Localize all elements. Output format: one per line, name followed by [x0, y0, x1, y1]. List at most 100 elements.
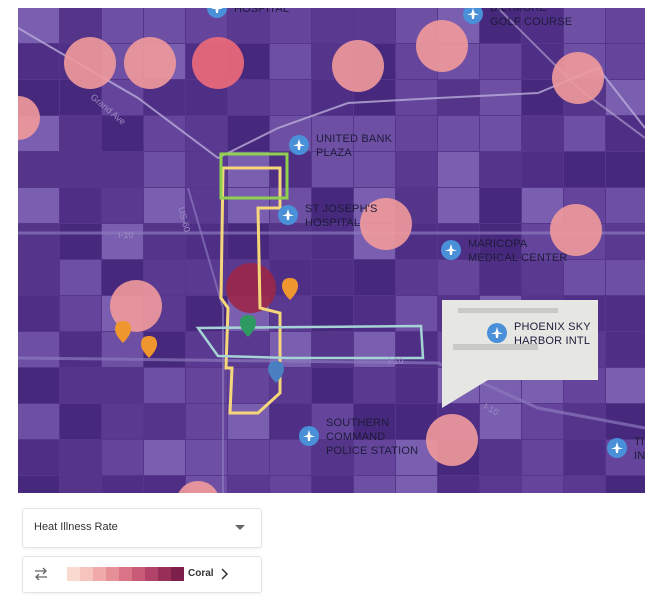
map-block [186, 368, 227, 403]
road-label: I-10 [118, 230, 134, 240]
map-block [480, 44, 521, 79]
palette-swatch [80, 567, 93, 581]
map-block [18, 476, 59, 493]
map-block [438, 116, 479, 151]
map-block [60, 224, 101, 259]
map-block [270, 44, 311, 79]
map-block [228, 476, 269, 493]
map-block [312, 224, 353, 259]
palette-swatch [106, 567, 119, 581]
map-block [438, 476, 479, 493]
map-block [606, 224, 645, 259]
map-block [312, 152, 353, 187]
map-block [606, 188, 645, 223]
map-block [564, 260, 605, 295]
map-block [60, 332, 101, 367]
map-block [480, 188, 521, 223]
map-block [18, 188, 59, 223]
map-block [228, 224, 269, 259]
map-block [60, 296, 101, 331]
map-block [270, 80, 311, 115]
place-icon-plane [303, 430, 315, 441]
map-block [228, 440, 269, 475]
map-block [312, 476, 353, 493]
map-block [60, 152, 101, 187]
place-label: HOSPITAL [305, 217, 360, 229]
map-block [60, 188, 101, 223]
map-block [228, 368, 269, 403]
place-icon-plane [491, 327, 503, 338]
map-block [396, 116, 437, 151]
palette-swatch [145, 567, 158, 581]
map-block [312, 260, 353, 295]
swap-icon[interactable] [33, 567, 49, 581]
map-block [606, 260, 645, 295]
map-block [480, 260, 521, 295]
map-block [18, 8, 59, 43]
map-block [228, 80, 269, 115]
map-block [102, 404, 143, 439]
map-block [354, 260, 395, 295]
dropdown-caret [235, 525, 245, 530]
map-block [606, 476, 645, 493]
map-block [60, 260, 101, 295]
map-block [144, 152, 185, 187]
map-block [480, 404, 521, 439]
palette-swatches [67, 567, 184, 581]
map-block [144, 188, 185, 223]
map-block [480, 116, 521, 151]
map-block [564, 152, 605, 187]
map-block [228, 188, 269, 223]
map-block [522, 116, 563, 151]
map-block [354, 440, 395, 475]
map-block [564, 8, 605, 43]
map-block [144, 476, 185, 493]
map-block [312, 188, 353, 223]
map-block [480, 152, 521, 187]
map-block [606, 8, 645, 43]
map-block [354, 476, 395, 493]
map-block [396, 476, 437, 493]
place-label: PHOENIX SKY [514, 321, 591, 333]
map-block [354, 8, 395, 43]
map-block [522, 260, 563, 295]
map-block [144, 368, 185, 403]
map-block [354, 116, 395, 151]
palette-legend[interactable]: Coral [22, 556, 262, 593]
map-block [270, 476, 311, 493]
map-block [102, 224, 143, 259]
map-block [564, 440, 605, 475]
map-block [606, 152, 645, 187]
place-label: COMMAND [326, 431, 385, 443]
place-icon-plane [282, 209, 294, 220]
map-block [312, 440, 353, 475]
place-label: PLAZA [316, 147, 352, 159]
map-block [606, 296, 645, 331]
map-block [60, 476, 101, 493]
palette-next[interactable] [221, 568, 229, 580]
map-block [438, 188, 479, 223]
place-label: UNITED BANK [316, 133, 393, 145]
map-block [522, 152, 563, 187]
layer-dropdown[interactable]: Heat Illness Rate [22, 508, 262, 548]
place-label: IN [634, 450, 645, 462]
place-label: SOUTHERN [326, 417, 389, 429]
map-block [354, 152, 395, 187]
map-block [606, 368, 645, 403]
palette-swatch [158, 567, 171, 581]
map-block [102, 188, 143, 223]
map-block [396, 260, 437, 295]
map-block [312, 296, 353, 331]
place-icon-plane [293, 139, 305, 150]
place-icon-plane [211, 8, 223, 13]
map-block [60, 440, 101, 475]
map-block [396, 152, 437, 187]
map-block [522, 440, 563, 475]
map-block [144, 116, 185, 151]
map-block [60, 116, 101, 151]
map[interactable]: HOSPITAL BILTMORE GOLF COURSE UNITED BANK PL… [18, 8, 645, 493]
place-label: GOLF COURSE [490, 16, 572, 28]
map-block [228, 8, 269, 43]
map-block [102, 440, 143, 475]
place-label: MARICOPA [468, 238, 528, 250]
